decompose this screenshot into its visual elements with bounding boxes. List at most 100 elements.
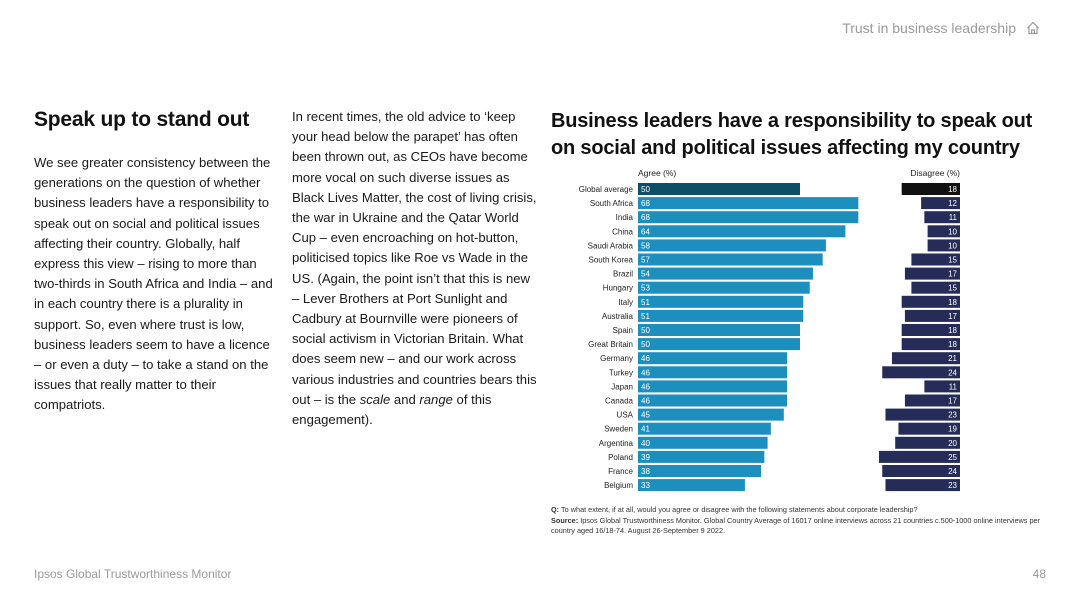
disagree-bar <box>921 197 960 210</box>
question-label: Q: <box>551 505 560 514</box>
category-label: Canada <box>605 397 634 406</box>
agree-bar <box>638 366 788 379</box>
agree-bar <box>638 183 800 195</box>
middle-emphasis-range: range <box>419 391 453 407</box>
disagree-bar <box>924 380 960 393</box>
agree-bar <box>638 225 846 238</box>
disagree-bar <box>879 450 960 463</box>
disagree-bar <box>882 366 960 379</box>
agree-value-label: 64 <box>641 227 650 236</box>
agree-value-label: 38 <box>641 467 650 476</box>
category-label: South Africa <box>590 199 634 208</box>
category-label: Turkey <box>609 368 633 377</box>
disagree-bar <box>911 281 960 294</box>
disagree-bar <box>901 324 960 336</box>
disagree-value-label: 18 <box>948 298 957 307</box>
disagree-value-label: 10 <box>948 241 957 250</box>
source-label: Source: <box>551 515 579 525</box>
agree-value-label: 50 <box>641 340 650 349</box>
disagree-value-label: 11 <box>949 213 958 222</box>
source-text: Ipsos Global Trustworthiness Monitor. Gl… <box>551 515 1041 536</box>
disagree-bar <box>901 183 960 195</box>
disagree-value-label: 18 <box>948 326 957 335</box>
disagree-value-label: 18 <box>948 340 957 349</box>
agree-bar <box>638 309 804 322</box>
agree-bar <box>638 253 823 266</box>
agree-value-label: 68 <box>641 199 650 208</box>
disagree-value-label: 20 <box>948 439 957 448</box>
agree-value-label: 58 <box>641 241 650 250</box>
disagree-value-label: 15 <box>948 256 957 265</box>
disagree-bar <box>882 465 960 477</box>
middle-text-and: and <box>390 391 420 407</box>
agree-bar <box>638 465 762 477</box>
disagree-value-label: 24 <box>948 467 957 476</box>
disagree-bar <box>904 267 960 280</box>
page-number: 48 <box>1032 567 1046 581</box>
left-heading: Speak up to stand out <box>34 108 250 131</box>
category-label: Hungary <box>603 284 633 293</box>
disagree-value-label: 11 <box>949 382 958 391</box>
category-label: Spain <box>613 326 633 335</box>
disagree-value-label: 23 <box>948 481 957 490</box>
agree-bar <box>638 267 813 280</box>
agree-value-label: 53 <box>641 284 650 293</box>
agree-value-label: 46 <box>641 354 650 363</box>
category-label: Australia <box>602 312 634 321</box>
disagree-value-label: 19 <box>948 425 957 434</box>
section-link-label[interactable]: Trust in business leadership <box>842 20 1016 36</box>
category-label: Global average <box>579 185 634 194</box>
disagree-value-label: 15 <box>948 284 957 293</box>
category-label: Germany <box>600 354 633 363</box>
agree-bar <box>638 394 788 407</box>
disagree-value-label: 17 <box>948 312 957 321</box>
disagree-bar <box>927 225 960 238</box>
agree-bar <box>638 408 784 421</box>
disagree-value-label: 17 <box>948 270 957 279</box>
chart-title: Business leaders have a responsibility t… <box>551 110 1033 159</box>
agree-value-label: 39 <box>641 453 650 462</box>
disagree-legend-label: Disagree (%) <box>910 168 960 178</box>
agree-value-label: 46 <box>641 382 650 391</box>
agree-bar <box>638 380 788 393</box>
category-label: Belgium <box>604 481 633 490</box>
agree-value-label: 50 <box>641 326 650 335</box>
disagree-value-label: 17 <box>948 397 957 406</box>
agree-bar <box>638 324 800 336</box>
section-link[interactable]: Trust in business leadership <box>842 20 1040 36</box>
disagree-bar <box>901 295 960 308</box>
disagree-value-label: 12 <box>948 199 957 208</box>
disagree-value-label: 23 <box>948 411 957 420</box>
agree-bar <box>638 352 788 365</box>
agree-value-label: 54 <box>641 270 650 279</box>
agree-value-label: 68 <box>641 213 650 222</box>
category-label: South Korea <box>589 256 634 265</box>
disagree-bar <box>911 253 960 266</box>
disagree-bar <box>895 436 960 449</box>
agree-bar <box>638 338 800 351</box>
disagree-bar <box>891 352 960 365</box>
category-label: Great Britain <box>588 340 633 349</box>
agree-legend-label: Agree (%) <box>638 168 676 178</box>
agree-value-label: 41 <box>641 425 650 434</box>
agree-bar <box>638 281 810 294</box>
disagree-value-label: 24 <box>948 368 957 377</box>
agree-value-label: 46 <box>641 368 650 377</box>
agree-bar <box>638 422 771 435</box>
disagree-bar <box>885 408 960 421</box>
disagree-bar <box>904 394 960 407</box>
category-label: Japan <box>611 382 633 391</box>
middle-text-start: In recent times, the old advice to ‘keep… <box>292 109 537 407</box>
disagree-bar <box>885 479 960 492</box>
disagree-bar <box>924 211 960 224</box>
home-icon[interactable] <box>1026 21 1040 35</box>
agree-value-label: 51 <box>641 298 650 307</box>
category-label: Italy <box>618 298 633 307</box>
agree-value-label: 51 <box>641 312 650 321</box>
agree-disagree-bar-chart: Agree (%) Disagree (%) Global average 50 18 S… <box>579 168 960 492</box>
agree-value-label: 50 <box>641 185 650 194</box>
agree-bar <box>638 239 826 252</box>
question-note: Q: To what extent, if at all, would you … <box>551 505 1051 516</box>
left-paragraph: We see greater consistency between the g… <box>34 155 273 413</box>
agree-value-label: 45 <box>641 411 650 420</box>
